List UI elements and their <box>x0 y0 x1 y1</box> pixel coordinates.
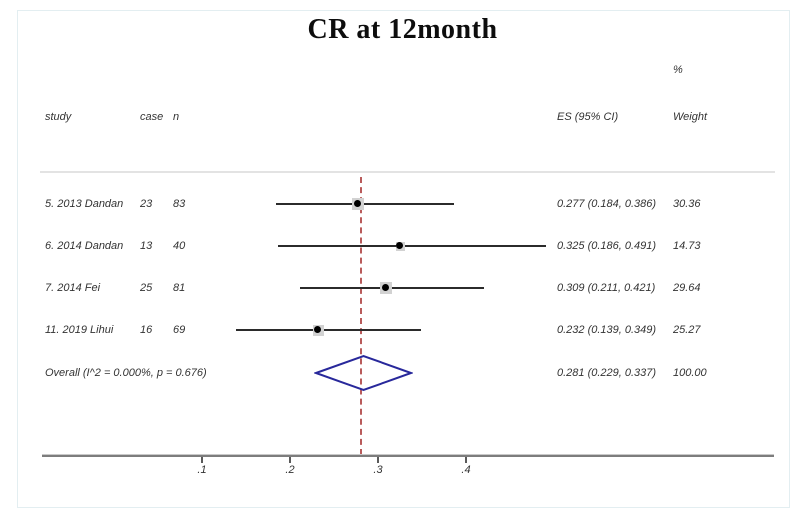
ci-line <box>275 203 454 205</box>
ci-line <box>236 329 422 331</box>
chart-title: CR at 12month <box>307 14 498 45</box>
point-estimate-dot <box>354 200 361 207</box>
x-tick-label: .4 <box>461 464 471 476</box>
x-tick-label: .2 <box>285 464 295 476</box>
study-label: 5. 2013 Dandan <box>45 198 124 210</box>
weight-value: 30.36 <box>673 198 701 210</box>
col-header-study: study <box>45 111 72 123</box>
es-ci-value: 0.232 (0.139, 0.349) <box>557 324 657 336</box>
es-ci-value: 0.281 (0.229, 0.337) <box>557 367 657 379</box>
case-value: 13 <box>140 240 153 252</box>
n-value: 40 <box>173 240 186 252</box>
es-ci-value: 0.325 (0.186, 0.491) <box>557 240 657 252</box>
col-header-weight: Weight <box>673 111 708 123</box>
ci-line <box>299 287 485 289</box>
col-header-case: case <box>140 111 164 123</box>
x-tick <box>465 456 467 463</box>
x-axis-line <box>42 454 774 457</box>
x-tick-label: .3 <box>373 464 383 476</box>
case-value: 16 <box>140 324 153 336</box>
point-estimate-dot <box>396 242 403 249</box>
weight-value: 14.73 <box>673 240 701 252</box>
overall-diamond <box>313 354 413 392</box>
point-estimate-dot <box>314 326 321 333</box>
x-tick-label: .1 <box>197 464 207 476</box>
study-label: 6. 2014 Dandan <box>45 240 124 252</box>
ci-line <box>277 245 547 247</box>
plot-frame <box>17 10 790 508</box>
overall-label: Overall (I^2 = 0.000%, p = 0.676) <box>45 367 207 379</box>
weight-value: 29.64 <box>673 282 701 294</box>
weight-value: 100.00 <box>673 367 707 379</box>
col-header-n: n <box>173 111 180 123</box>
x-tick <box>377 456 379 463</box>
col-header-percent: % <box>673 64 683 76</box>
n-value: 69 <box>173 324 186 336</box>
overall-diamond-outline <box>313 354 413 392</box>
n-value: 81 <box>173 282 186 294</box>
weight-value: 25.27 <box>673 324 701 336</box>
null-line <box>360 177 362 455</box>
n-value: 83 <box>173 198 186 210</box>
study-label: 11. 2019 Lihui <box>45 324 114 336</box>
es-ci-value: 0.277 (0.184, 0.386) <box>557 198 657 210</box>
es-ci-value: 0.309 (0.211, 0.421) <box>557 282 656 294</box>
point-estimate-dot <box>382 284 389 291</box>
header-separator-line <box>40 171 775 173</box>
x-tick <box>201 456 203 463</box>
case-value: 23 <box>140 198 153 210</box>
col-header-es: ES (95% CI) <box>557 111 619 123</box>
case-value: 25 <box>140 282 153 294</box>
x-tick <box>289 456 291 463</box>
study-label: 7. 2014 Fei <box>45 282 101 294</box>
